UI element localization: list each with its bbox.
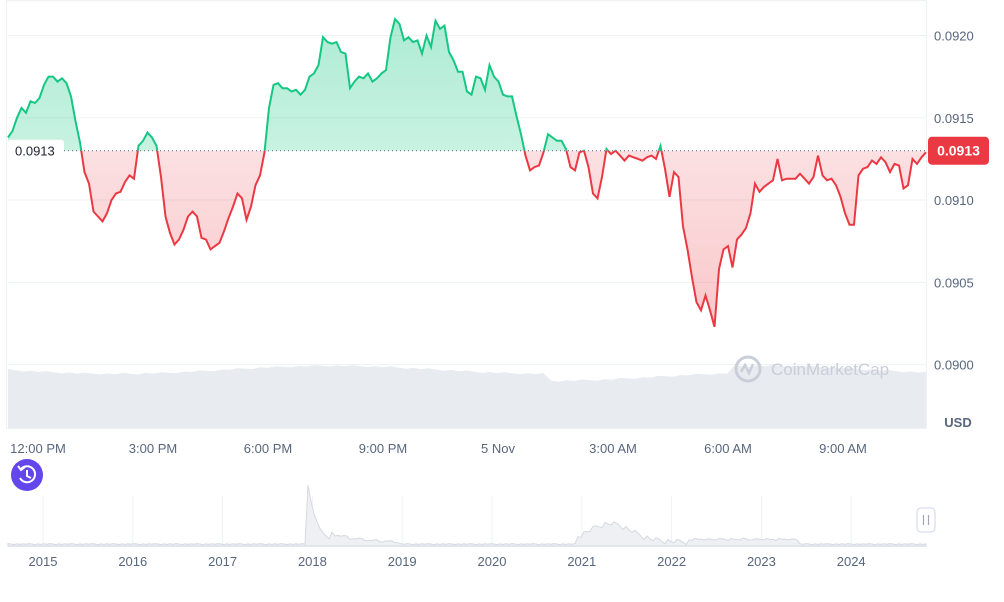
- navigator-gridlines: [42, 496, 852, 546]
- current-price-badge: 0.0913: [928, 136, 989, 165]
- y-tick-label: 0.0905: [934, 275, 974, 290]
- navigator-year-label: 2015: [29, 554, 58, 569]
- y-tick-label: 0.0915: [934, 111, 974, 126]
- reference-label-text: 0.0913: [15, 144, 55, 159]
- price-lines: [7, 17, 927, 328]
- x-axis: 12:00 PM 3:00 PM 6:00 PM 9:00 PM 5 Nov 3:00 A…: [10, 441, 867, 456]
- volume-bars: [8, 365, 926, 428]
- navigator-history-area: [7, 485, 927, 547]
- reference-label-bg: [8, 139, 64, 162]
- coinmarketcap-logo-icon: [734, 355, 762, 383]
- navigator-year-label: 2024: [837, 554, 866, 569]
- area-below-reference: [8, 150, 926, 327]
- navigator-year-label: 2017: [208, 554, 237, 569]
- navigator-year-label: 2018: [298, 554, 327, 569]
- navigator-year-label: 2022: [657, 554, 686, 569]
- x-tick-label: 6:00 AM: [704, 441, 752, 456]
- navigator-year-label: 2016: [118, 554, 147, 569]
- watermark: CoinMarketCap: [734, 355, 889, 383]
- navigator-handle-bg[interactable]: [916, 507, 936, 533]
- reference-price-label: 0.0913: [8, 139, 64, 162]
- x-tick-label: 12:00 PM: [10, 441, 66, 456]
- price-line-above: [7, 17, 663, 151]
- price-line-below: [80, 150, 927, 328]
- current-price-badge-text: 0.0913: [937, 143, 980, 159]
- range-navigator[interactable]: 2015 2016 2017 2018 2019 2020 2021 2022 2023 2024: [7, 485, 936, 569]
- y-axis: 0.0920 0.0915 0.0910 0.0905 0.0900: [934, 29, 974, 373]
- chart-frame: [6, 0, 927, 429]
- x-tick-label: 3:00 PM: [129, 441, 177, 456]
- x-tick-label: 6:00 PM: [244, 441, 292, 456]
- y-tick-label: 0.0900: [934, 358, 974, 373]
- x-tick-label: 5 Nov: [481, 441, 515, 456]
- history-button[interactable]: [11, 459, 43, 491]
- price-areas: [8, 19, 926, 327]
- x-tick-label: 9:00 PM: [359, 441, 407, 456]
- navigator-year-label: 2019: [388, 554, 417, 569]
- navigator-year-label: 2021: [567, 554, 596, 569]
- unit-label: USD: [944, 415, 971, 430]
- navigator-x-axis: 2015 2016 2017 2018 2019 2020 2021 2022 2023 2024: [29, 554, 866, 569]
- history-icon: [17, 465, 37, 484]
- watermark-text: CoinMarketCap: [771, 360, 889, 379]
- navigator-handle[interactable]: [916, 507, 936, 533]
- gridlines: [8, 35, 926, 366]
- current-price-badge-bg: [928, 136, 989, 165]
- navigator-year-label: 2023: [747, 554, 776, 569]
- area-above-reference: [8, 19, 662, 151]
- navigator-year-label: 2020: [478, 554, 507, 569]
- y-tick-label: 0.0910: [934, 193, 974, 208]
- x-tick-label: 3:00 AM: [589, 441, 637, 456]
- x-tick-label: 9:00 AM: [819, 441, 867, 456]
- volume-area: [8, 365, 926, 428]
- y-tick-label: 0.0920: [934, 29, 974, 44]
- coinmarketcap-logo-wave: [739, 362, 755, 376]
